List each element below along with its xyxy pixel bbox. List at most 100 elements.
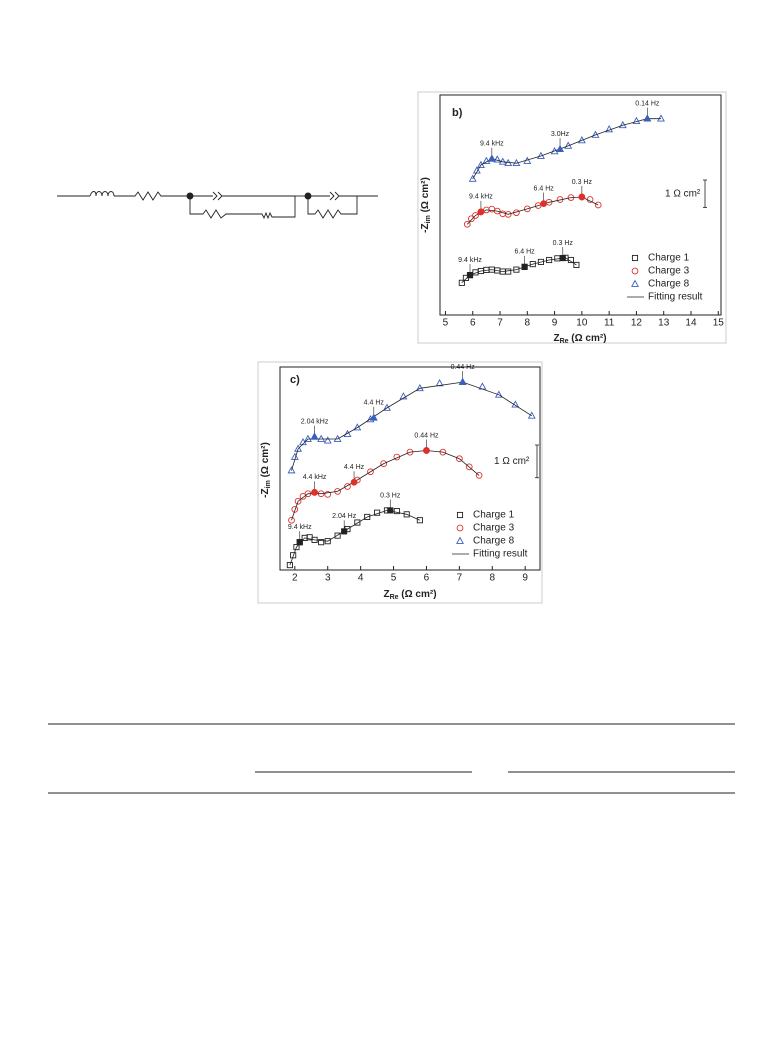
x-tick-label: 13 xyxy=(658,318,670,329)
y-axis-label: -Zim (Ω cm²) xyxy=(260,442,272,498)
marker-triangle xyxy=(472,166,481,174)
marker-square xyxy=(456,511,464,519)
label-unit: (Ω cm²) xyxy=(260,442,271,480)
marker-square xyxy=(334,532,341,539)
x-tick-label: 2 xyxy=(292,573,298,584)
annotation-label: 9.4 kHz xyxy=(480,141,504,148)
x-tick-label: 10 xyxy=(576,318,588,329)
marker-circle xyxy=(465,463,473,471)
marker-circle xyxy=(456,524,464,532)
marker-circle xyxy=(291,506,299,513)
plot-area xyxy=(279,366,541,571)
annotation-label: 4.4 kHz xyxy=(303,474,327,481)
marker-square xyxy=(416,517,423,524)
plot-area xyxy=(439,94,722,316)
marker-triangle xyxy=(456,536,464,544)
annotation-label: 0.3 Hz xyxy=(553,240,574,247)
x-tick-label: 5 xyxy=(391,573,397,584)
table-rules xyxy=(48,723,735,794)
marker-triangle xyxy=(527,411,536,419)
marker-circle xyxy=(367,468,374,476)
marker-square xyxy=(537,258,544,265)
x-tick-label: 9 xyxy=(552,318,558,329)
legend-label: Charge 1 xyxy=(648,253,690,264)
annotation-label: 2.04 Hz xyxy=(332,513,357,520)
marker-triangle xyxy=(304,434,312,442)
x-tick-label: 14 xyxy=(685,318,697,329)
marker-triangle xyxy=(476,160,485,168)
label-sub: im xyxy=(265,480,272,488)
x-tick-label: 8 xyxy=(489,573,495,584)
marker-circle xyxy=(540,200,548,207)
annotation-label: 6.4 Hz xyxy=(514,249,535,256)
legend-label: Charge 1 xyxy=(473,510,515,521)
marker-square xyxy=(341,528,348,535)
x-tick-label: 8 xyxy=(525,318,531,329)
marker-square xyxy=(364,513,371,521)
marker-triangle xyxy=(487,154,496,162)
marker-square xyxy=(286,562,293,569)
legend-label: Charge 8 xyxy=(473,536,515,547)
x-tick-label: 6 xyxy=(424,573,430,584)
y-axis-label: -Zim (Ω cm²) xyxy=(420,177,432,233)
annotation-label: 9.4 kHz xyxy=(288,524,312,531)
marker-circle xyxy=(631,267,639,275)
chart-frame xyxy=(417,91,727,344)
marker-triangle xyxy=(317,434,326,442)
marker-circle xyxy=(594,201,602,209)
marker-square xyxy=(293,544,300,551)
marker-square xyxy=(458,279,465,286)
marker-triangle xyxy=(493,155,502,163)
legend-label: Charge 3 xyxy=(473,523,515,534)
annotation-label: 4.4 Hz xyxy=(364,400,385,407)
marker-square xyxy=(403,511,410,518)
marker-circle xyxy=(523,205,531,213)
marker-circle xyxy=(472,212,479,219)
marker-square xyxy=(290,552,297,559)
marker-triangle xyxy=(458,377,467,385)
marker-triangle xyxy=(287,466,296,474)
marker-square xyxy=(354,519,361,526)
x-tick-label: 15 xyxy=(713,318,725,329)
circuit xyxy=(57,191,378,220)
marker-triangle xyxy=(294,444,303,452)
annotation-label: 6.4 Hz xyxy=(534,185,555,192)
label-unit: (Ω cm²) xyxy=(569,333,607,344)
marker-square xyxy=(296,539,303,546)
x-tick-label: 5 xyxy=(443,318,449,329)
x-tick-label: 7 xyxy=(497,318,503,329)
marker-triangle xyxy=(310,432,319,440)
legend-label: Charge 3 xyxy=(648,266,690,277)
panel-label: c) xyxy=(290,374,300,386)
marker-triangle xyxy=(323,436,332,444)
marker-square xyxy=(521,263,528,270)
marker-circle xyxy=(324,491,332,498)
x-tick-label: 11 xyxy=(604,318,615,329)
marker-square xyxy=(318,539,325,546)
annotation-label: 3.0Hz xyxy=(551,131,570,138)
marker-triangle xyxy=(605,125,614,133)
label-sub: Re xyxy=(390,594,399,601)
x-tick-label: 3 xyxy=(325,573,331,584)
marker-triangle xyxy=(556,144,565,153)
x-axis-label: ZRe (Ω cm²) xyxy=(383,589,436,601)
marker-square xyxy=(573,261,580,269)
marker-square xyxy=(466,272,474,279)
marker-triangle xyxy=(482,156,491,164)
marker-circle xyxy=(344,483,351,490)
panel-label: b) xyxy=(452,107,463,119)
label-main: -Z xyxy=(420,223,431,232)
marker-triangle xyxy=(353,423,362,431)
marker-circle xyxy=(475,472,483,479)
marker-triangle xyxy=(631,279,639,287)
label-unit: (Ω cm²) xyxy=(399,589,437,600)
marker-circle xyxy=(456,455,463,463)
x-tick-label: 9 xyxy=(522,573,528,584)
marker-triangle xyxy=(550,147,559,155)
annotation-label: 9.4 kHz xyxy=(469,194,493,201)
marker-circle xyxy=(311,489,318,496)
marker-triangle xyxy=(643,114,652,122)
marker-circle xyxy=(288,516,295,524)
